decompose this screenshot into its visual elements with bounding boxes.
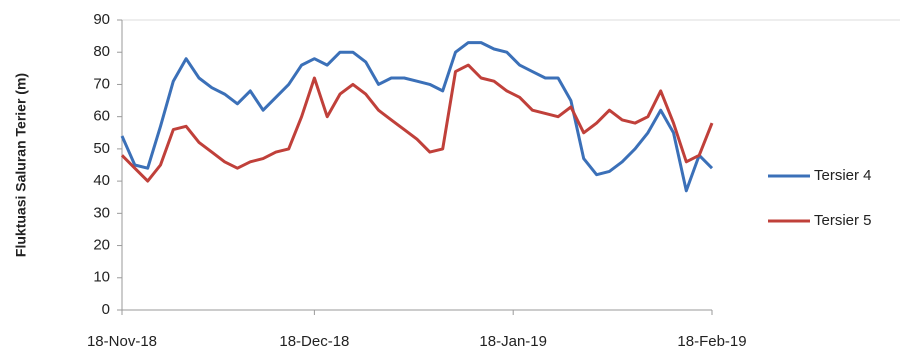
- y-tick-label: 60: [93, 108, 110, 125]
- y-tick-label: 70: [93, 75, 110, 92]
- x-tick-label: 18-Feb-19: [677, 333, 746, 350]
- series-line: [120, 63, 714, 183]
- y-tick-label: 90: [93, 11, 110, 28]
- x-tick-label: 18-Nov-18: [87, 333, 157, 350]
- x-tick-label: 18-Jan-19: [479, 333, 547, 350]
- y-tick-label: 20: [93, 237, 110, 254]
- x-tick-label: 18-Dec-18: [279, 333, 349, 350]
- y-axis-title: Fluktuasi Saluran Terier (m): [13, 73, 29, 257]
- y-tick-label: 30: [93, 204, 110, 221]
- legend-label: Tersier 4: [814, 167, 872, 184]
- y-tick-label: 0: [102, 301, 110, 318]
- y-tick-label: 10: [93, 269, 110, 286]
- series-line: [120, 41, 714, 193]
- y-tick-label: 40: [93, 172, 110, 189]
- y-tick-label: 50: [93, 140, 110, 157]
- y-tick-label: 80: [93, 43, 110, 60]
- legend-label: Tersier 5: [814, 212, 872, 229]
